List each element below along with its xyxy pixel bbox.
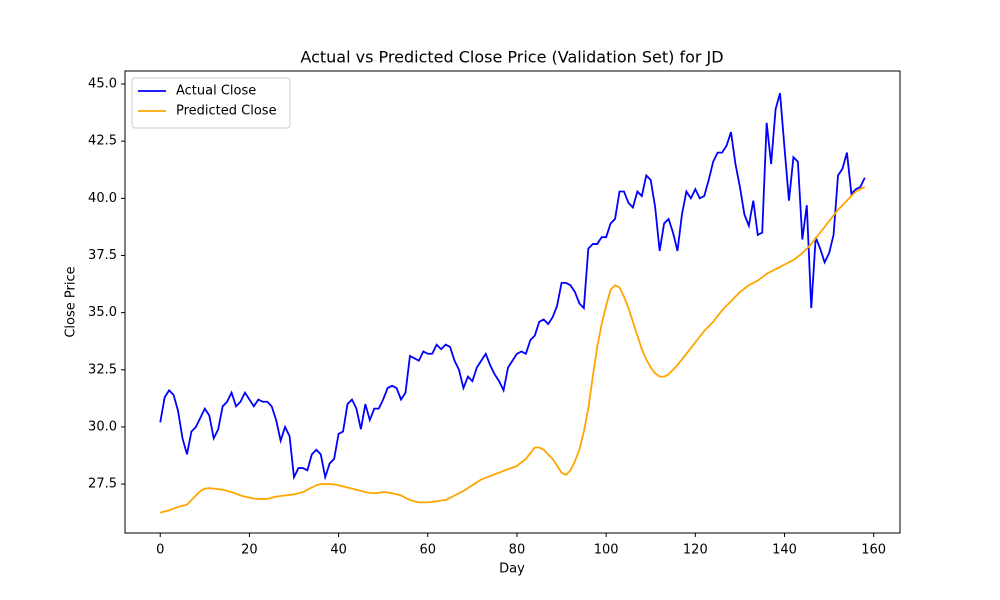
x-tick-label: 140 [772,543,797,558]
x-tick-label: 100 [594,543,619,558]
legend-label: Actual Close [176,84,256,99]
plot-frame [124,70,901,534]
x-tick-label: 80 [509,543,526,558]
x-tick-label: 40 [330,543,347,558]
x-tick-label: 120 [683,543,708,558]
y-tick-label: 37.5 [88,248,117,263]
x-tick-label: 160 [861,543,886,558]
x-tick-label: 0 [156,543,164,558]
legend-label: Predicted Close [176,104,277,119]
y-tick-label: 45.0 [88,77,117,92]
y-tick-label: 30.0 [88,419,117,434]
chart-title: Actual vs Predicted Close Price (Validat… [300,48,723,67]
y-tick-label: 42.5 [88,134,117,149]
x-tick-label: 60 [420,543,437,558]
legend-box [131,77,291,129]
y-tick-label: 35.0 [88,305,117,320]
series-line [160,186,866,514]
y-tick-label: 32.5 [88,362,117,377]
x-axis-label: Day [499,562,525,577]
y-axis-label: Close Price [64,266,79,337]
y-tick-label: 40.0 [88,191,117,206]
x-tick-label: 20 [241,543,258,558]
series-line [159,92,866,481]
y-tick-label: 27.5 [88,477,117,492]
